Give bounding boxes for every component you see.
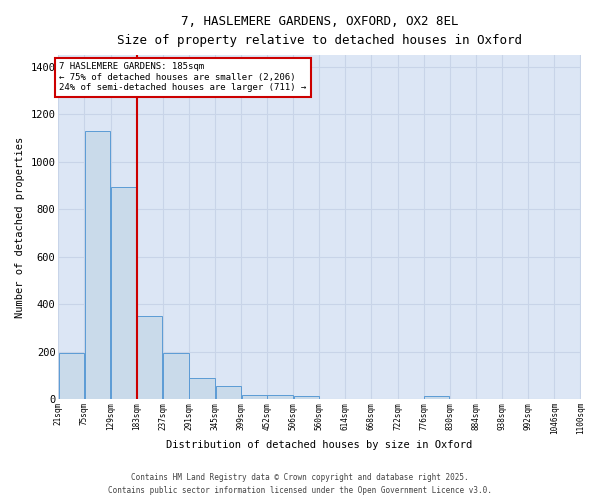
Bar — [424, 396, 449, 400]
Bar — [190, 378, 215, 400]
Bar — [85, 131, 110, 400]
X-axis label: Distribution of detached houses by size in Oxford: Distribution of detached houses by size … — [166, 440, 473, 450]
Text: 7 HASLEMERE GARDENS: 185sqm
← 75% of detached houses are smaller (2,206)
24% of : 7 HASLEMERE GARDENS: 185sqm ← 75% of det… — [59, 62, 307, 92]
Bar — [111, 187, 136, 400]
Bar — [242, 394, 267, 400]
Bar — [59, 353, 84, 400]
Bar — [137, 316, 163, 400]
Bar — [293, 396, 319, 400]
Bar — [268, 394, 293, 400]
Text: Contains HM Land Registry data © Crown copyright and database right 2025.
Contai: Contains HM Land Registry data © Crown c… — [108, 474, 492, 495]
Bar — [215, 386, 241, 400]
Bar — [163, 353, 188, 400]
Y-axis label: Number of detached properties: Number of detached properties — [15, 136, 25, 318]
Title: 7, HASLEMERE GARDENS, OXFORD, OX2 8EL
Size of property relative to detached hous: 7, HASLEMERE GARDENS, OXFORD, OX2 8EL Si… — [117, 15, 522, 47]
